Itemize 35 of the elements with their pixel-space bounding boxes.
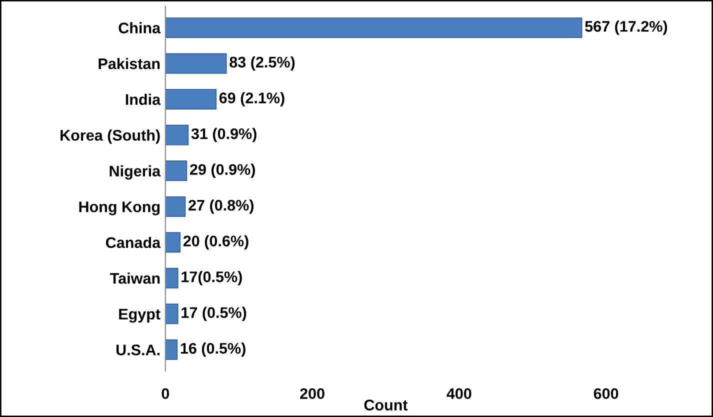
x-tick-label: 600 [594,388,618,400]
x-axis-title: Count [364,400,408,410]
bar [165,53,227,74]
bar [165,160,188,182]
bar [165,17,582,38]
y-tick-label: Pakistan [98,58,160,70]
y-tick-label: Egypt [119,308,160,323]
bar [165,89,217,110]
data-label: 16 (0.5%) [180,342,246,357]
data-label: 17 (0.5%) [182,306,246,322]
bar [165,196,186,217]
x-tick-label: 200 [300,388,324,400]
data-label: 20 (0.6%) [183,235,248,250]
data-label: 27 (0.8%) [188,199,254,214]
x-tick-label: 400 [446,388,472,400]
data-label: 31 (0.9%) [191,128,256,142]
y-tick-label: India [126,94,161,105]
bar [165,124,189,146]
data-label: 83 (2.5%) [230,56,295,71]
data-label: 567 (17.2%) [585,20,668,35]
y-tick-label: Nigeria [110,165,161,180]
data-label: 17(0.5%) [182,271,242,286]
x-tick-label: 0 [162,388,170,400]
bar [165,268,178,288]
data-label: 69 (2.1%) [219,92,284,106]
y-tick-label: U.S.A. [116,344,160,356]
y-tick-label: Korea (South) [60,130,160,144]
y-tick-label: Canada [106,236,161,248]
y-tick-label: Hong Kong [79,202,160,216]
bar [165,339,178,360]
data-label: 29 (0.9%) [190,164,255,178]
bar [165,304,178,324]
y-tick-label: China [118,22,161,34]
bar [165,232,181,253]
y-tick-label: Taiwan [110,272,160,284]
